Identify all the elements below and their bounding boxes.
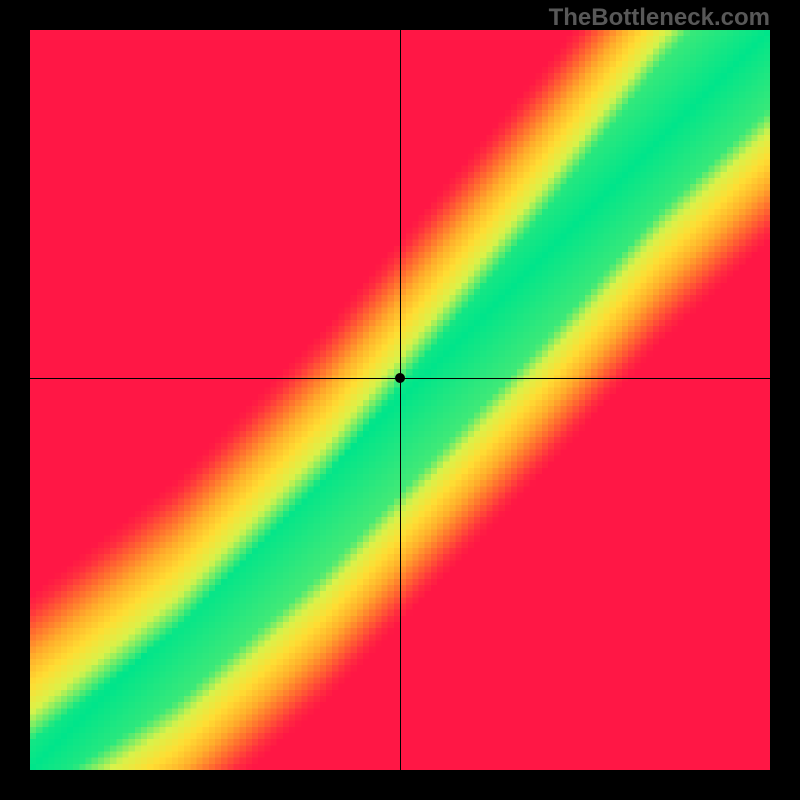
crosshair-marker-dot <box>395 373 405 383</box>
chart-frame: TheBottleneck.com <box>0 0 800 800</box>
crosshair-vertical <box>400 30 401 770</box>
watermark-text: TheBottleneck.com <box>549 4 770 32</box>
heatmap-plot <box>30 30 770 770</box>
